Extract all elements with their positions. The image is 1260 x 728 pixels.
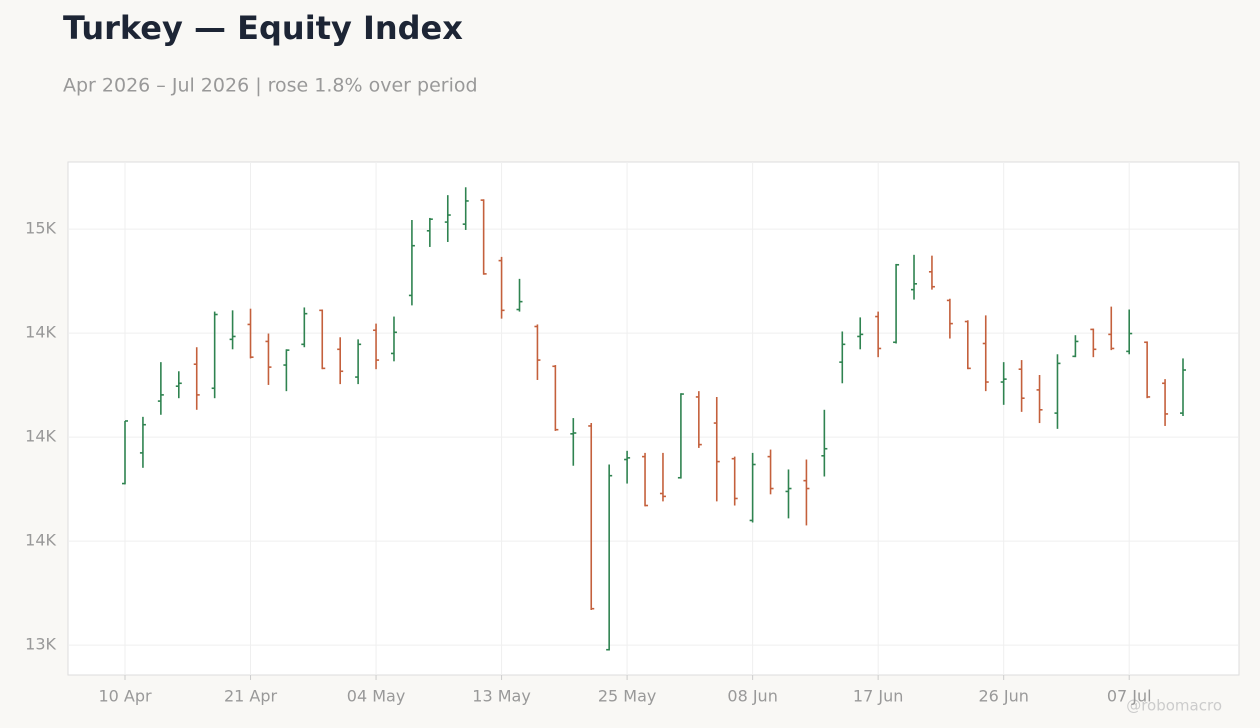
ohlc-bar [552,365,559,431]
ohlc-bar [193,347,200,410]
x-tick-label: 17 Jun [853,687,903,706]
ohlc-bar [1180,358,1186,417]
ohlc-bar [534,324,541,380]
ohlc-bar [821,409,828,477]
ohlc-bar [731,456,738,506]
ohlc-bar [1036,374,1043,424]
ohlc-bar [1018,360,1025,412]
ohlc-bar [301,307,308,348]
ohlc-bar [1072,335,1079,358]
ohlc-bar [1000,362,1007,405]
ohlc-bar [516,278,523,312]
watermark: @robomacro [1126,697,1222,715]
ohlc-bar [283,349,290,392]
x-tick-label: 10 Apr [98,687,152,706]
x-tick-label: 21 Apr [224,687,278,706]
ohlc-bar [893,263,900,344]
ohlc-bar [713,396,720,502]
y-tick-label: 13K [25,635,56,654]
ohlc-bar [839,331,846,384]
ohlc-bar [659,452,666,502]
ohlc-bar [803,459,810,526]
ohlc-bar [964,320,971,370]
marks [122,187,1186,651]
x-tick-label: 26 Jun [978,687,1028,706]
x-tick-label: 13 May [472,687,531,706]
ohlc-bar [265,333,272,385]
ohlc-bar [1144,341,1151,399]
ohlc-bar [982,315,989,392]
ohlc-bar [211,311,218,399]
ohlc-bar [1090,328,1097,358]
ohlc-bar [444,195,451,242]
ohlc-bar [606,464,613,651]
ohlc-bar [355,339,362,385]
y-tick-label: 15K [25,219,56,238]
ohlc-bar [749,452,756,523]
ohlc-bar [911,254,918,300]
ohlc-bar [695,391,702,448]
ohlc-bar [498,256,505,319]
ohlc-bar [1162,379,1169,426]
ohlc-bar [1054,354,1061,429]
ohlc-bar [462,187,469,230]
ohlc-bar [946,298,953,339]
ohlc-bar [875,311,882,358]
grid [68,162,1239,675]
ohlc-bar [624,450,631,484]
ohlc-bar [677,393,684,479]
ohlc-bar [426,217,433,247]
y-tick-label: 14K [25,531,56,550]
ohlc-bar [785,469,792,519]
ohlc-bar [588,423,595,610]
ohlc-bar [767,449,774,495]
y-tick-label: 14K [25,323,56,342]
chart-subtitle: Apr 2026 – Jul 2026 | rose 1.8% over per… [63,75,478,97]
ohlc-bar [157,362,164,415]
ohlc-bar [175,371,182,399]
ohlc-bar [408,220,415,306]
ohlc-bar [122,420,128,485]
ohlc-bar [373,323,380,370]
ohlc-bar [857,317,864,350]
ohlc-bar [139,416,146,468]
x-tick-label: 08 Jun [727,687,777,706]
ohlc-bar [1126,309,1133,355]
ohlc-bar [570,418,577,466]
ohlc-bar [390,316,397,362]
ohlc-bar [642,452,649,507]
y-tick-label: 14K [25,427,56,446]
ohlc-bar [337,337,344,385]
chart-title: Turkey — Equity Index [63,9,463,47]
x-tick-label: 07 Jul [1107,687,1152,706]
ohlc-bar [247,308,254,359]
ohlc-bar [229,310,236,350]
ohlc-bar [480,199,487,275]
x-tick-label: 25 May [598,687,657,706]
ohlc-bar [319,309,326,370]
x-tick-label: 04 May [347,687,406,706]
ohlc-bar [1108,306,1115,351]
ohlc-bar [928,255,935,290]
plot-area [67,161,1240,676]
